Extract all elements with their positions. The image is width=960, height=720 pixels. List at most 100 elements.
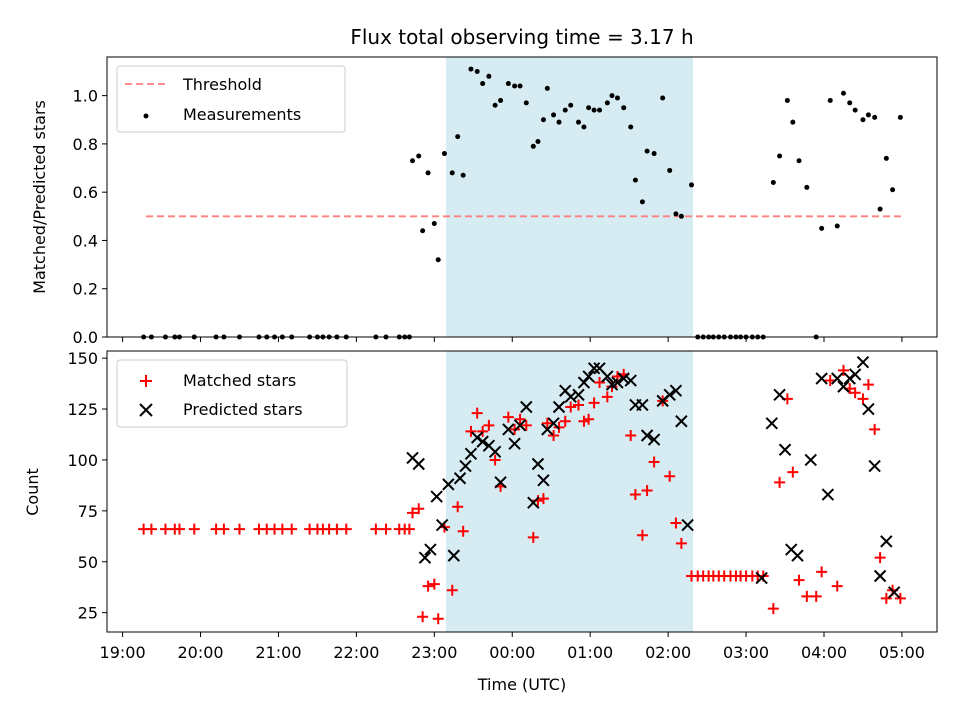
measurements-point — [586, 105, 592, 111]
matched-stars-point — [527, 531, 539, 543]
measurements-point — [796, 158, 802, 164]
measurements-point — [883, 155, 889, 161]
measurements-point — [597, 107, 603, 113]
matched-stars-point — [880, 592, 892, 604]
predicted-stars-point — [755, 571, 768, 585]
matched-stars-point — [774, 476, 786, 488]
matched-stars-point — [874, 552, 886, 564]
measurements-point — [568, 102, 574, 108]
matched-stars-point — [218, 523, 230, 535]
measurements-point — [530, 143, 536, 149]
matched-stars-point — [407, 507, 419, 519]
measurements-point — [523, 100, 529, 106]
measurements-point — [790, 119, 796, 125]
predicted-stars-point — [675, 415, 688, 428]
matched-stars-point — [483, 419, 495, 431]
matched-stars-point — [276, 523, 288, 535]
measurements-point — [505, 81, 511, 87]
x-tick-label: 05:00 — [879, 643, 925, 662]
measurements-point — [517, 83, 523, 89]
predicted-stars-point — [837, 380, 850, 393]
matched-stars-point — [452, 501, 464, 513]
matched-stars-point — [489, 454, 501, 466]
measurements-point — [604, 100, 610, 106]
predicted-stars-point — [453, 472, 467, 485]
measurements-point — [480, 81, 486, 87]
predicted-stars-point — [862, 402, 875, 416]
y-tick-label: 25 — [78, 604, 98, 623]
y-tick-label: 1.0 — [73, 87, 98, 106]
measurements-point — [420, 228, 426, 234]
measurements-point — [834, 223, 840, 229]
matched-stars-point — [417, 611, 429, 623]
matched-stars-point — [862, 379, 874, 391]
measurements-point — [410, 158, 416, 164]
matched-stars-point — [648, 456, 660, 468]
measurements-point — [556, 119, 562, 125]
predicted-stars-point — [412, 457, 425, 471]
predicted-stars-point — [868, 459, 881, 473]
predicted-stars-point — [572, 388, 585, 401]
predicted-stars-point — [663, 388, 676, 401]
measurements-point — [498, 97, 504, 103]
predicted-stars-point — [601, 370, 614, 383]
measurements-point — [535, 138, 541, 144]
matched-stars-point — [664, 470, 676, 482]
bottom-axis-ticks: 25 50 75 100 125 150 19:00 20:00 21:00 22:00 23:00… — [67, 349, 925, 662]
legend-matched-swatch — [140, 375, 152, 387]
top-axis-ticks: 0.0 0.2 0.4 0.6 0.8 1.0 — [73, 87, 903, 347]
measurements-point — [581, 124, 587, 130]
measurements-point — [673, 211, 679, 217]
x-tick-label: 23:00 — [411, 643, 457, 662]
matched-stars-point — [188, 523, 200, 535]
matched-stars-point — [340, 523, 352, 535]
y-tick-label: 0.0 — [73, 328, 98, 347]
matched-stars-point — [837, 364, 849, 376]
top-legend: Threshold Measurements — [116, 65, 346, 133]
measurements-point — [431, 221, 437, 227]
matched-stars-point — [670, 517, 682, 529]
matched-stars-point — [286, 523, 298, 535]
measurements-point — [492, 102, 498, 108]
matched-stars-point — [573, 399, 585, 411]
measurements-point — [890, 187, 896, 193]
top-y-axis-label: Matched/Predicted stars — [30, 100, 49, 294]
measurements-point — [512, 83, 518, 89]
matched-stars-point — [465, 425, 477, 437]
legend-measurements-label: Measurements — [183, 105, 301, 124]
predicted-stars-point — [821, 488, 835, 501]
y-tick-label: 100 — [67, 451, 98, 470]
matched-stars-point — [625, 430, 637, 442]
observing-window-span-bottom — [446, 351, 694, 632]
measurements-point — [644, 148, 650, 154]
matched-stars-point — [537, 493, 549, 505]
matched-stars-point — [588, 397, 600, 409]
measurements-point — [435, 257, 441, 263]
predicted-stars-point — [513, 419, 527, 432]
measurements-point — [689, 182, 695, 188]
chart-title: Flux total observing time = 3.17 h — [350, 25, 693, 49]
predicted-stars-point — [476, 435, 489, 448]
predicted-stars-point — [848, 368, 862, 381]
matched-stars-point — [145, 523, 157, 535]
measurements-point — [609, 93, 615, 99]
predicted-stars-point — [531, 457, 545, 471]
measurements-point — [562, 107, 568, 113]
matched-stars-point — [457, 525, 469, 537]
legend-matched-label: Matched stars — [183, 371, 296, 390]
bottom-legend: Matched stars Predicted stars — [116, 359, 348, 428]
x-tick-label: 22:00 — [333, 643, 379, 662]
matched-stars-point — [502, 411, 514, 423]
predicted-stars-point — [494, 476, 507, 489]
y-tick-label: 0.8 — [73, 135, 98, 154]
matched-stars-point — [857, 393, 869, 405]
x-tick-label: 04:00 — [801, 643, 847, 662]
measurements-point — [632, 177, 638, 183]
predicted-stars-point — [804, 453, 817, 467]
predicted-stars-point — [547, 417, 560, 430]
measurements-point — [847, 100, 853, 106]
predicted-stars-point — [611, 376, 624, 389]
predicted-stars-point — [887, 586, 901, 599]
predicted-stars-point — [773, 388, 786, 401]
measurements-point — [544, 85, 550, 91]
